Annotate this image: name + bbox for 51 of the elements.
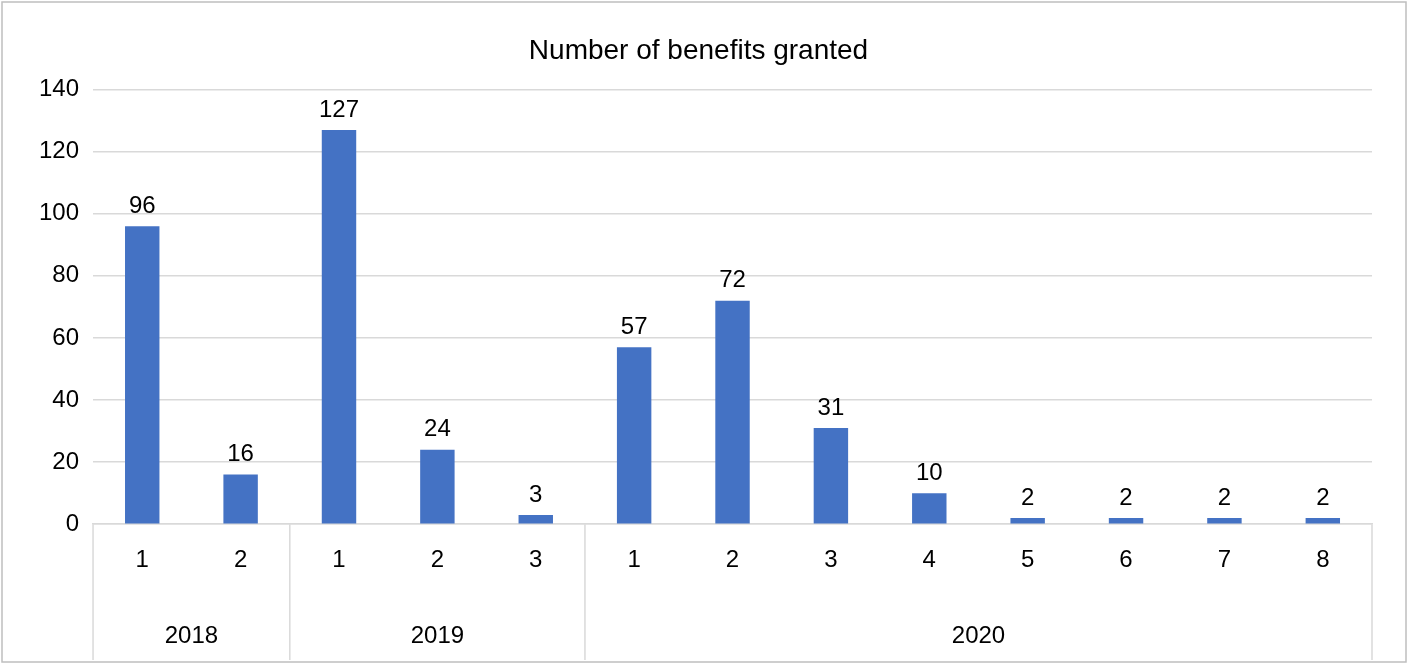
bar xyxy=(1108,517,1144,524)
data-label: 10 xyxy=(915,457,943,485)
x-tick-label: 3 xyxy=(529,545,543,573)
bar xyxy=(1305,517,1341,524)
text: 2019 xyxy=(410,620,465,648)
x-tick-label: 8 xyxy=(1316,545,1330,573)
y-tick-label: 120 xyxy=(39,136,80,164)
x-tick-label: 5 xyxy=(1020,545,1035,573)
text: 2020 xyxy=(951,620,1006,648)
bar xyxy=(321,129,357,524)
x-tick-label: 4 xyxy=(922,545,936,573)
x-tick-label: 3 xyxy=(824,545,838,573)
x-tick-label: 1 xyxy=(135,545,149,573)
x-tick-label: 1 xyxy=(627,545,641,573)
data-label: 96 xyxy=(128,190,156,218)
bar xyxy=(1207,517,1242,524)
data-label: 16 xyxy=(227,439,254,467)
y-tick-label: 40 xyxy=(52,384,80,412)
y-tick-label: 100 xyxy=(39,198,80,226)
bar xyxy=(125,226,160,524)
data-label: 127 xyxy=(318,94,360,122)
y-tick-label: 0 xyxy=(65,508,80,536)
data-label: 3 xyxy=(529,479,543,507)
y-tick-label: 140 xyxy=(39,74,80,102)
bar xyxy=(420,449,455,524)
data-label: 57 xyxy=(620,311,648,339)
data-label: 2 xyxy=(1119,482,1133,510)
x-tick-label: 6 xyxy=(1119,545,1133,573)
data-label: 31 xyxy=(817,392,845,420)
x-tick-label: 7 xyxy=(1217,545,1232,573)
y-tick-label: 80 xyxy=(52,260,80,288)
bar xyxy=(912,493,947,524)
chart-title: Number of benefits granted xyxy=(528,33,869,65)
data-label: 2 xyxy=(1217,482,1232,510)
x-tick-label: 2 xyxy=(233,545,248,573)
bar xyxy=(223,474,258,524)
x-tick-label: 2 xyxy=(430,545,445,573)
data-label: 24 xyxy=(424,414,451,442)
bar xyxy=(1010,517,1045,524)
text: 2018 xyxy=(164,620,219,648)
bar xyxy=(616,347,652,524)
bar xyxy=(715,300,750,524)
y-tick-label: 60 xyxy=(52,322,80,350)
data-label: 2 xyxy=(1316,482,1330,510)
data-label: 72 xyxy=(719,265,746,293)
x-tick-label: 1 xyxy=(332,545,346,573)
bar xyxy=(813,427,849,524)
x-tick-label: 2 xyxy=(725,545,740,573)
bar xyxy=(518,514,553,524)
data-label: 2 xyxy=(1020,482,1035,510)
y-tick-label: 20 xyxy=(52,446,80,474)
